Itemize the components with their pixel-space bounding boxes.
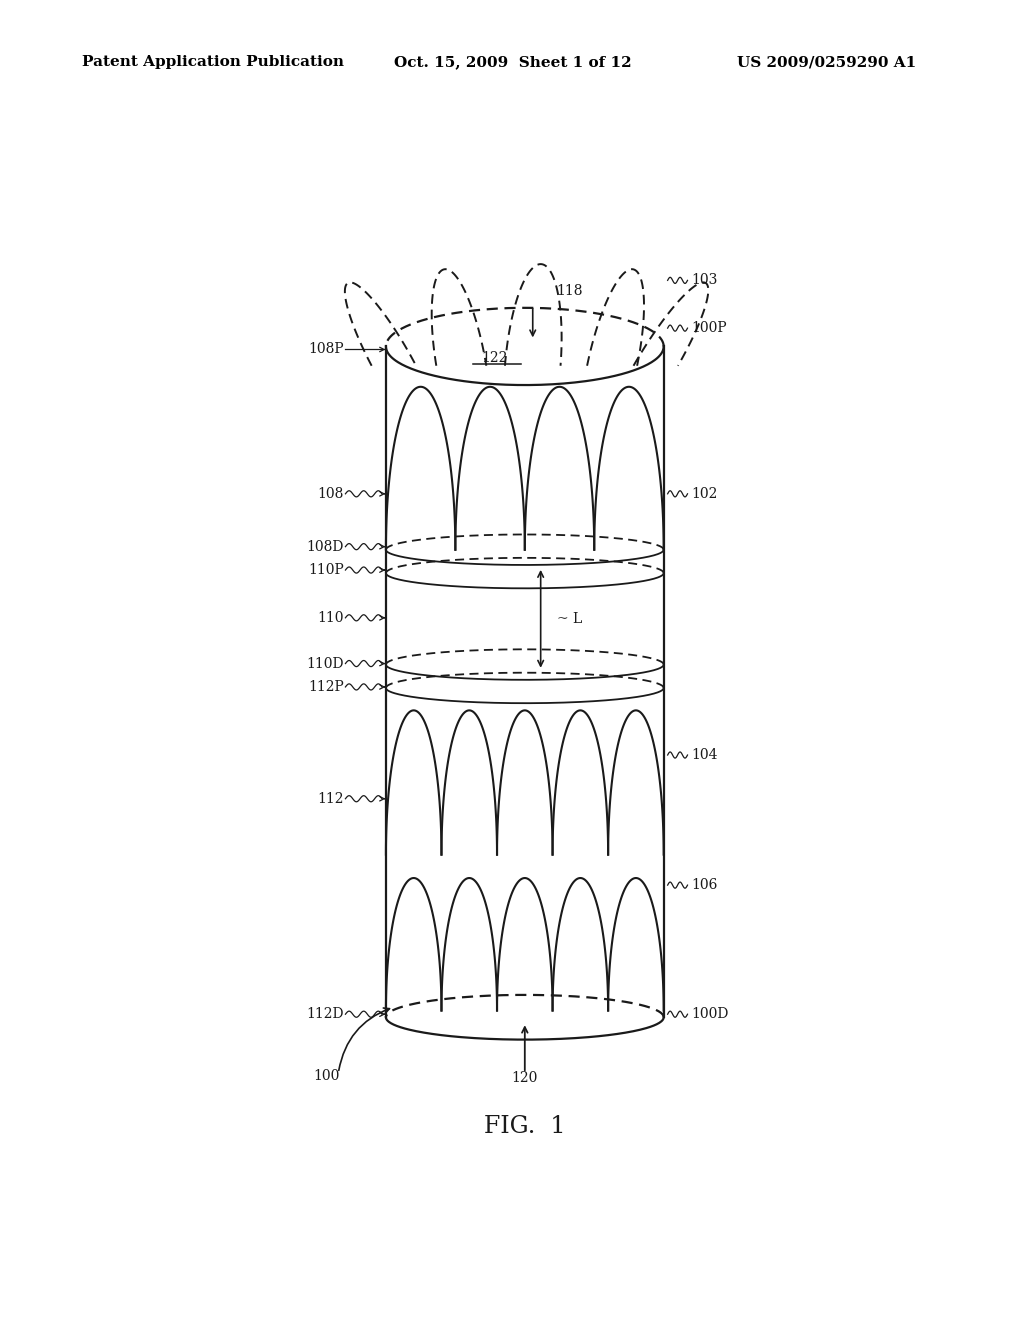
Text: 112D: 112D [306, 1007, 344, 1022]
Text: Oct. 15, 2009  Sheet 1 of 12: Oct. 15, 2009 Sheet 1 of 12 [394, 55, 632, 70]
Text: 108D: 108D [306, 540, 344, 553]
Text: 100P: 100P [691, 321, 727, 335]
Text: 110: 110 [317, 611, 344, 624]
Text: 108: 108 [317, 487, 344, 500]
Text: 112P: 112P [308, 680, 344, 694]
Text: 104: 104 [691, 748, 718, 762]
Text: Patent Application Publication: Patent Application Publication [82, 55, 344, 70]
Text: 103: 103 [691, 273, 718, 288]
Text: 110P: 110P [308, 564, 344, 577]
Text: 112: 112 [317, 792, 344, 805]
Text: 108P: 108P [308, 342, 344, 356]
Text: 100: 100 [313, 1069, 340, 1084]
Text: 106: 106 [691, 878, 718, 892]
Text: 122: 122 [481, 351, 508, 364]
Text: FIG.  1: FIG. 1 [484, 1114, 565, 1138]
Text: 102: 102 [691, 487, 718, 500]
Text: 100D: 100D [691, 1007, 729, 1022]
Text: 110D: 110D [306, 656, 344, 671]
Text: ~ L: ~ L [557, 612, 582, 626]
Text: US 2009/0259290 A1: US 2009/0259290 A1 [737, 55, 916, 70]
Text: 120: 120 [512, 1072, 538, 1085]
Text: 118: 118 [557, 284, 583, 297]
